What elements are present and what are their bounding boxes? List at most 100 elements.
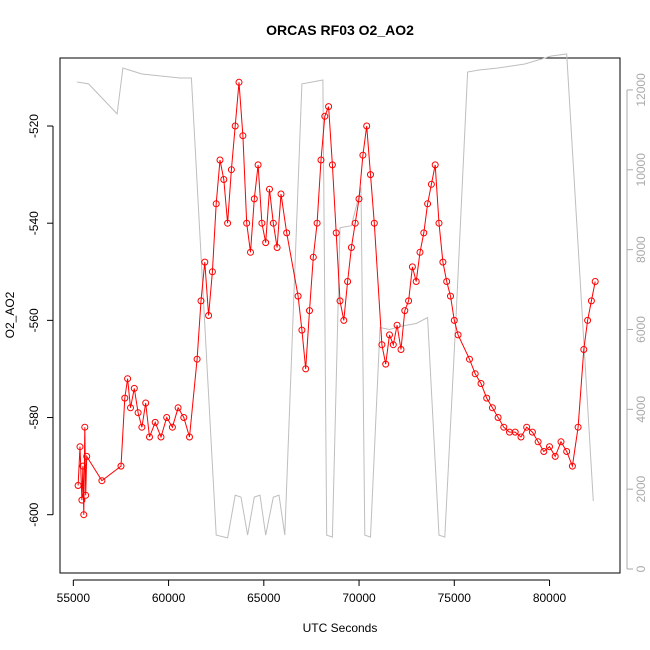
o2-point bbox=[483, 394, 491, 402]
o2-point bbox=[332, 229, 340, 237]
o2-point bbox=[294, 292, 302, 300]
o2-point bbox=[511, 428, 519, 436]
o2-point bbox=[340, 316, 348, 324]
o2-point bbox=[405, 297, 413, 305]
o2-point bbox=[239, 132, 247, 140]
o2-point bbox=[347, 244, 355, 251]
o2-point bbox=[78, 496, 86, 504]
o2-point bbox=[138, 423, 146, 431]
o2-point bbox=[546, 443, 553, 451]
right-y-tick-label: 8000 bbox=[634, 236, 648, 263]
o2-point bbox=[454, 331, 462, 339]
x-tick-label: 55000 bbox=[57, 591, 91, 605]
o2-point bbox=[283, 229, 291, 237]
o2-point bbox=[127, 404, 134, 412]
o2-point bbox=[359, 151, 367, 159]
o2-point bbox=[193, 355, 201, 363]
o2-point bbox=[186, 433, 193, 441]
o2-point bbox=[146, 433, 153, 441]
o2-point bbox=[447, 292, 454, 300]
o2-point bbox=[517, 433, 525, 441]
o2-point bbox=[81, 423, 89, 431]
o2-point bbox=[231, 122, 239, 130]
o2-point bbox=[443, 278, 451, 285]
o2-point bbox=[523, 423, 531, 431]
o2-point bbox=[142, 399, 150, 407]
o2-point bbox=[306, 307, 313, 315]
o2-point bbox=[98, 477, 106, 485]
o2-point bbox=[163, 414, 171, 421]
right-y-tick-label: 4000 bbox=[634, 396, 648, 423]
o2-point bbox=[83, 452, 91, 460]
o2-point bbox=[168, 423, 176, 431]
o2-point bbox=[174, 404, 182, 412]
y-axis: -600 -580 -560 -540 -520 bbox=[27, 114, 54, 527]
o2-point bbox=[351, 219, 359, 227]
o2-point bbox=[325, 103, 333, 111]
o2-point bbox=[117, 462, 125, 470]
plot-frame bbox=[59, 57, 621, 574]
o2-line bbox=[77, 82, 596, 515]
o2-point bbox=[587, 297, 595, 305]
x-tick-label: 65000 bbox=[247, 591, 281, 605]
o2-point bbox=[386, 331, 393, 339]
o2-point bbox=[224, 219, 232, 227]
o2-point bbox=[580, 346, 588, 353]
o2-point bbox=[420, 229, 428, 237]
x-axis: 55000 60000 65000 70000 75000 80000 bbox=[57, 579, 567, 605]
o2-point bbox=[134, 409, 142, 417]
o2-point bbox=[157, 433, 165, 441]
o2-point bbox=[416, 248, 424, 256]
y-tick-label: -580 bbox=[27, 405, 41, 429]
o2-point bbox=[568, 462, 576, 470]
o2-point bbox=[258, 219, 266, 227]
o2-point bbox=[74, 482, 82, 489]
right-y-tick-label: 10000 bbox=[634, 153, 648, 187]
o2-point bbox=[262, 239, 270, 247]
o2-point bbox=[124, 375, 132, 383]
o2-point bbox=[243, 219, 251, 227]
o2-point bbox=[551, 452, 559, 460]
o2-point bbox=[269, 219, 277, 227]
y-tick-label: -600 bbox=[27, 502, 41, 526]
o2-point bbox=[389, 341, 397, 349]
o2-point bbox=[574, 423, 582, 431]
o2-point bbox=[591, 278, 599, 285]
o2-point bbox=[216, 156, 224, 164]
o2-point bbox=[494, 414, 502, 421]
o2-point bbox=[363, 122, 371, 130]
o2-point bbox=[328, 161, 336, 169]
o2-point bbox=[121, 394, 129, 402]
o2-point bbox=[427, 180, 435, 188]
o2-point bbox=[82, 491, 90, 499]
o2-point bbox=[424, 200, 432, 208]
o2-point bbox=[477, 380, 485, 387]
o2-point bbox=[397, 346, 405, 353]
y-axis-title: O2_AO2 bbox=[3, 291, 17, 338]
y-tick-label: -540 bbox=[27, 211, 41, 235]
x-tick-label: 75000 bbox=[438, 591, 472, 605]
right-y-tick-label: 0 bbox=[634, 565, 648, 572]
o2-point bbox=[266, 185, 273, 193]
o2-point bbox=[471, 370, 479, 378]
o2-point bbox=[298, 326, 306, 334]
o2-point bbox=[80, 511, 88, 519]
o2-point bbox=[321, 112, 329, 120]
o2-point bbox=[557, 438, 565, 446]
o2-point bbox=[584, 316, 592, 324]
o2-point bbox=[344, 278, 352, 285]
y-tick-label: -520 bbox=[27, 114, 41, 138]
o2-point bbox=[79, 462, 87, 470]
o2-point bbox=[500, 423, 508, 431]
o2-point bbox=[151, 418, 159, 426]
o2-point bbox=[378, 341, 386, 349]
o2-point bbox=[439, 258, 447, 266]
o2-point bbox=[247, 248, 254, 256]
o2-point bbox=[435, 219, 443, 227]
o2-point bbox=[220, 176, 228, 183]
o2-point bbox=[197, 297, 205, 305]
right-y-tick-label: 12000 bbox=[634, 73, 648, 107]
o2-point bbox=[534, 438, 542, 446]
o2-point bbox=[412, 278, 420, 285]
